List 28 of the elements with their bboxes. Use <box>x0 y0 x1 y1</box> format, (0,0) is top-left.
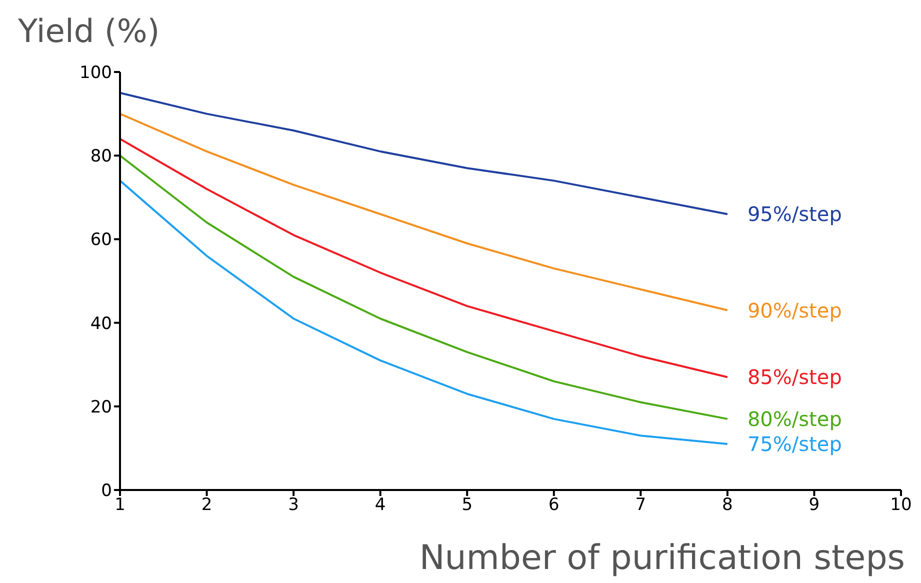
x-tick-label: 5 <box>462 495 473 516</box>
x-tick-label: 9 <box>808 495 820 516</box>
series-label: 85%/step <box>747 365 842 390</box>
line-series <box>120 154 728 420</box>
y-tick-label: 20 <box>90 397 112 418</box>
y-tick-label: 80 <box>90 146 112 167</box>
x-tick-label: 8 <box>722 495 733 516</box>
line-series <box>120 180 728 446</box>
series-label: 75%/step <box>747 432 842 456</box>
x-tick-label: 10 <box>890 495 912 516</box>
x-tick-label: 4 <box>374 495 386 516</box>
series-label: 90%/step <box>747 298 842 322</box>
y-axis-title: Yield (%) <box>18 12 160 50</box>
line-series <box>120 138 728 378</box>
x-tick-label: 7 <box>635 495 646 516</box>
x-tick-label: 1 <box>114 495 126 516</box>
y-tick-label: 60 <box>90 230 112 250</box>
x-axis-title: Number of purification steps <box>419 538 905 578</box>
series-label: 80%/step <box>747 406 842 431</box>
y-tick-label: 0 <box>101 481 112 502</box>
y-tick-label: 40 <box>90 314 112 334</box>
line-series <box>120 92 728 216</box>
x-tick-label: 3 <box>288 495 299 516</box>
x-tick-label: 2 <box>201 495 212 516</box>
y-tick-label: 100 <box>80 63 112 84</box>
x-tick-label: 6 <box>548 495 560 516</box>
series-label: 95%/step <box>747 202 842 226</box>
line-series <box>120 112 728 312</box>
